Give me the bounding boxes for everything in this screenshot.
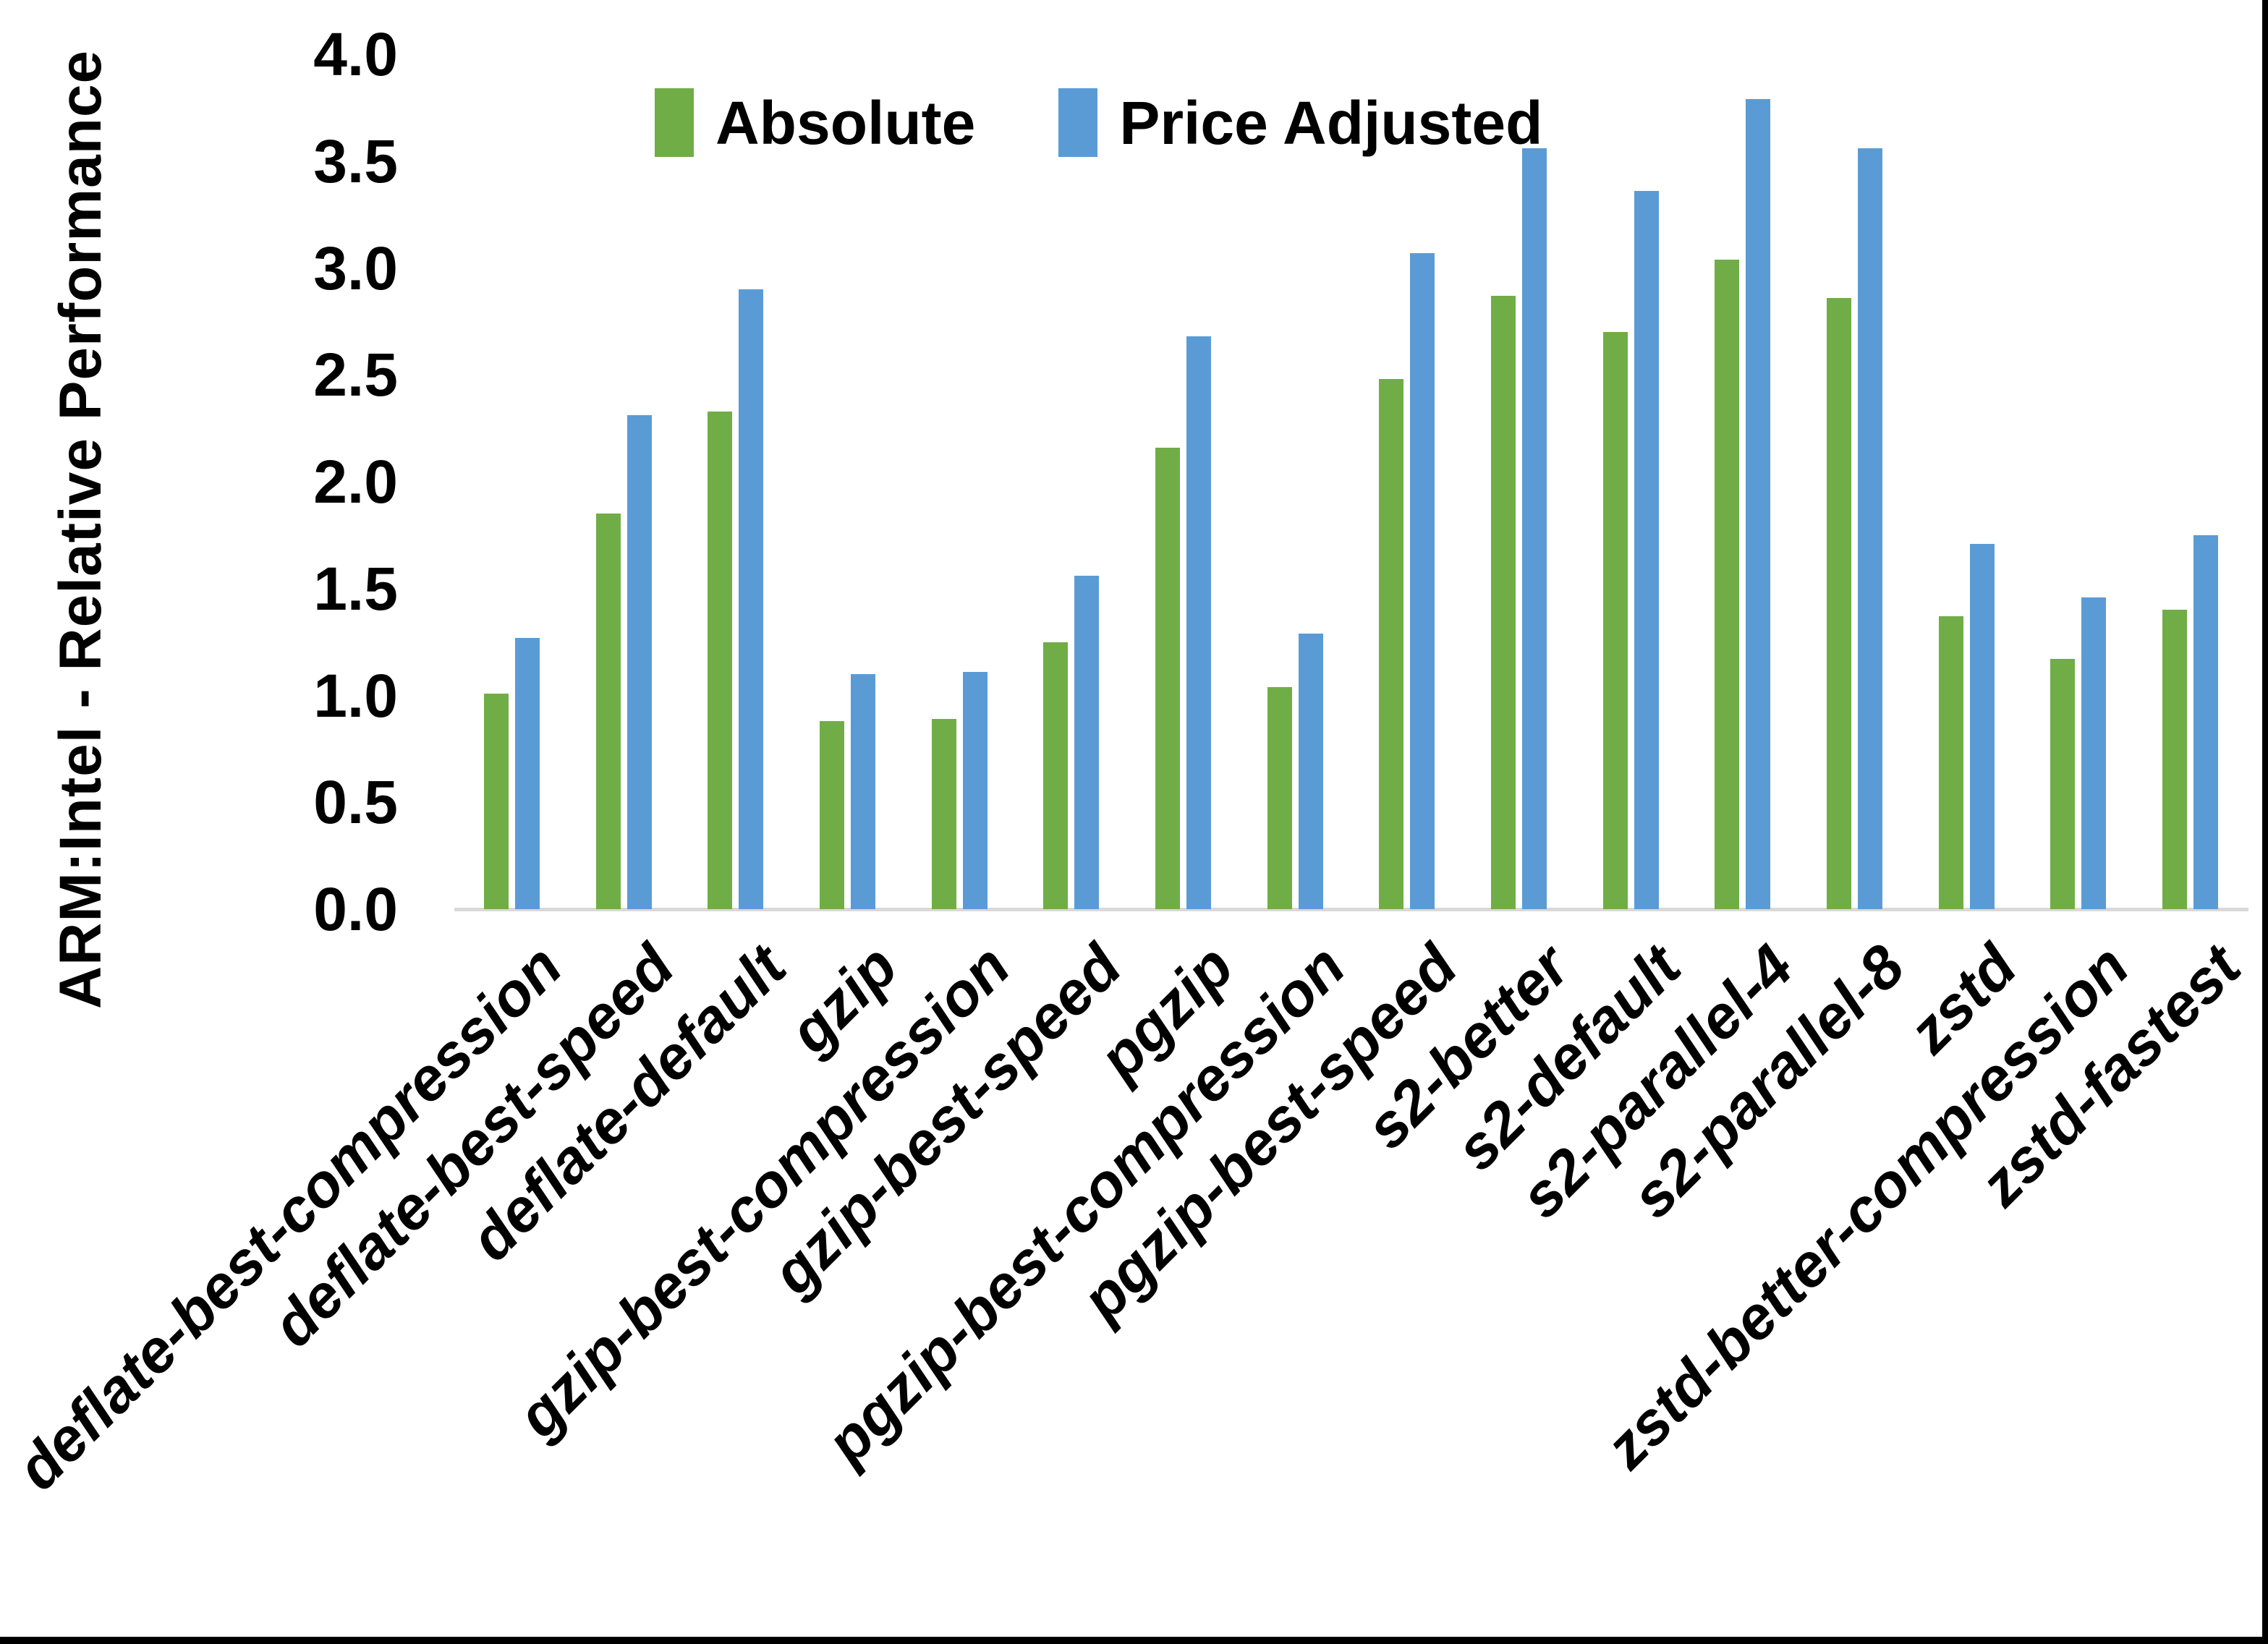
bar-group (2134, 54, 2246, 909)
bar-group (791, 54, 904, 909)
bar-absolute (2050, 659, 2076, 909)
legend-item-absolute: Absolute (655, 88, 975, 157)
bar-group (456, 54, 568, 909)
bar-group (1798, 54, 1911, 909)
bar-price-adjusted (1186, 336, 1211, 909)
legend-item-price-adjusted: Price Adjusted (1058, 88, 1542, 157)
bar-absolute (1827, 297, 1852, 909)
y-tick-label: 2.0 (313, 448, 398, 516)
legend: Absolute Price Adjusted (655, 88, 1542, 157)
bar-absolute (1715, 259, 1740, 909)
legend-swatch-icon (1058, 88, 1098, 157)
plot-area (456, 54, 2246, 909)
bar-price-adjusted (1074, 576, 1100, 909)
bar-price-adjusted (514, 637, 540, 909)
bar-group (1127, 54, 1239, 909)
bar-price-adjusted (1410, 252, 1435, 909)
bar-absolute (1155, 447, 1180, 909)
bar-price-adjusted (962, 672, 988, 909)
bar-group (568, 54, 680, 909)
bar-price-adjusted (1634, 191, 1659, 909)
y-tick-label: 0.5 (313, 768, 398, 837)
bar-group (1015, 54, 1127, 909)
bar-absolute (708, 411, 733, 909)
bar-group (679, 54, 791, 909)
bar-price-adjusted (2193, 534, 2219, 909)
bar-absolute (1267, 686, 1292, 909)
bar-price-adjusted (1298, 633, 1323, 909)
y-tick-label: 0.0 (313, 875, 398, 943)
legend-label: Absolute (715, 88, 976, 157)
bar-price-adjusted (739, 289, 764, 909)
bar-absolute (819, 720, 844, 909)
y-axis-title: ARM:Intel - Relative Performance (48, 49, 114, 1010)
bar-price-adjusted (2081, 597, 2107, 909)
y-tick-label: 1.0 (313, 661, 398, 730)
legend-swatch-icon (655, 88, 694, 157)
bar-price-adjusted (1858, 148, 1883, 909)
legend-label: Price Adjusted (1119, 88, 1543, 157)
bar-price-adjusted (850, 673, 875, 909)
bar-group (1911, 54, 2023, 909)
bar-group (1687, 54, 1799, 909)
bar-price-adjusted (1969, 543, 1995, 909)
bar-group (2023, 54, 2135, 909)
bar-absolute (1602, 332, 1628, 909)
y-tick-label: 1.5 (313, 554, 398, 623)
bar-absolute (1043, 642, 1069, 909)
bar-group (1463, 54, 1575, 909)
bar-price-adjusted (627, 415, 652, 909)
bar-price-adjusted (1522, 148, 1547, 909)
y-tick-label: 4.0 (313, 20, 398, 88)
bar-absolute (483, 693, 509, 909)
y-tick-label: 3.0 (313, 234, 398, 302)
bar-absolute (931, 719, 956, 909)
bar-price-adjusted (1746, 99, 1771, 909)
bar-group (1575, 54, 1687, 909)
bar-group (904, 54, 1016, 909)
bar-group (1351, 54, 1464, 909)
bar-absolute (2162, 610, 2188, 909)
bar-group (1239, 54, 1351, 909)
y-tick-label: 2.5 (313, 341, 398, 409)
bar-absolute (1491, 295, 1516, 909)
y-tick-label: 3.5 (313, 127, 398, 195)
bar-absolute (1379, 379, 1404, 909)
x-axis-line (454, 908, 2248, 911)
bar-absolute (1938, 616, 1963, 909)
bar-absolute (595, 514, 621, 909)
